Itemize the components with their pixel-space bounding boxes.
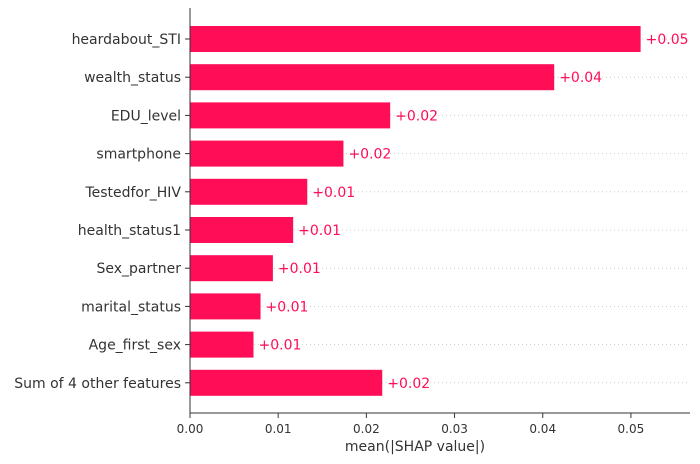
bar-testedfor-hiv: [190, 178, 308, 205]
y-tick-label: heardabout_STI: [72, 32, 181, 48]
x-tick-label: 0.00: [177, 422, 204, 436]
bar-value-label: +0.02: [395, 108, 438, 124]
bar-sum-of-4-other-features: [190, 369, 383, 396]
y-tick-label: wealth_status: [84, 70, 181, 86]
bar-value-label: +0.02: [348, 147, 391, 163]
y-tick-label: EDU_level: [111, 108, 181, 124]
grid-layer: [190, 38, 690, 384]
bar-sex-partner: [190, 255, 273, 282]
bar-value-label: +0.04: [559, 70, 602, 86]
y-tick-label: Sum of 4 other features: [14, 376, 181, 392]
label-layer: +0.05 heardabout_STI +0.04 wealth_status +0.…: [14, 32, 688, 436]
bar-value-label: +0.01: [312, 185, 355, 201]
y-tick-label: marital_status: [81, 299, 181, 315]
bar-value-label: +0.05: [646, 32, 689, 48]
axis-layer: [185, 8, 690, 418]
y-tick-label: Age_first_sex: [89, 338, 181, 354]
bar-value-label: +0.02: [387, 376, 430, 392]
x-tick-label: 0.01: [265, 422, 292, 436]
x-tick-label: 0.05: [618, 422, 645, 436]
y-tick-label: health_status1: [78, 223, 181, 239]
bar-heardabout-sti: [190, 26, 641, 52]
bar-value-label: +0.01: [298, 223, 341, 239]
x-axis-label: mean(|SHAP value|): [345, 439, 485, 455]
y-tick-label: smartphone: [96, 147, 181, 163]
y-tick-label: Testedfor_HIV: [84, 185, 181, 201]
bar-age-first-sex: [190, 331, 254, 358]
x-tick-label: 0.04: [529, 422, 556, 436]
bar-value-label: +0.01: [278, 261, 321, 277]
bar-layer: [190, 26, 641, 396]
bar-edu-level: [190, 102, 391, 129]
bar-value-label: +0.01: [258, 338, 301, 354]
bar-health-status1: [190, 217, 294, 243]
x-tick-label: 0.02: [353, 422, 380, 436]
bar-smartphone: [190, 140, 344, 167]
bar-wealth-status: [190, 64, 555, 91]
x-tick-label: 0.03: [441, 422, 468, 436]
bar-marital-status: [190, 293, 261, 320]
bar-value-label: +0.01: [266, 299, 309, 315]
y-tick-label: Sex_partner: [97, 261, 182, 277]
